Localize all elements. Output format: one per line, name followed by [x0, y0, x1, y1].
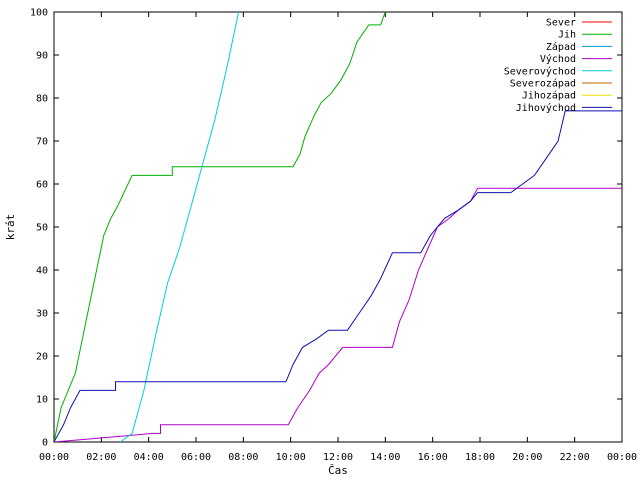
y-axis-title: krát [4, 214, 17, 241]
x-axis-title: Čas [328, 464, 348, 477]
x-tick-label: 02:00 [86, 452, 116, 463]
x-tick-label: 12:00 [323, 452, 353, 463]
x-axis: 00:00 02:00 04:00 06:00 08:00 10:00 12:00 14:00… [39, 12, 637, 463]
legend-label: Sever [546, 18, 576, 29]
x-tick-label: 00:00 [39, 452, 69, 463]
y-axis: 0 10 20 30 40 50 60 70 80 90 100 [30, 8, 622, 449]
x-tick-label: 14:00 [370, 452, 400, 463]
legend-label: Severovýchod [504, 65, 576, 77]
y-tick-label: 50 [36, 223, 48, 234]
y-tick-label: 10 [36, 395, 48, 406]
y-tick-label: 0 [42, 438, 48, 449]
x-tick-label: 20:00 [512, 452, 542, 463]
y-tick-label: 60 [36, 180, 48, 191]
legend: SeverJihZápadVýchodSeverovýchodSeverozáp… [504, 18, 612, 114]
series-line-jih [54, 12, 386, 442]
y-tick-label: 90 [36, 51, 48, 62]
y-tick-label: 40 [36, 266, 48, 277]
x-tick-label: 22:00 [560, 452, 590, 463]
legend-label: Jih [558, 30, 576, 41]
x-tick-label: 04:00 [134, 452, 164, 463]
legend-label: Východ [540, 53, 576, 65]
y-tick-label: 80 [36, 94, 48, 105]
x-tick-label: 16:00 [418, 452, 448, 463]
legend-label: Západ [546, 41, 576, 53]
series-line-jihovýchod [54, 110, 622, 442]
legend-label: Jihovýchod [516, 102, 576, 114]
y-tick-label: 20 [36, 352, 48, 363]
x-tick-label: 18:00 [465, 452, 495, 463]
legend-label: Severozápad [510, 78, 576, 90]
x-tick-label: 10:00 [276, 452, 306, 463]
series-line-severovýchod [120, 12, 240, 442]
series-lines [54, 12, 622, 442]
y-tick-label: 100 [30, 8, 48, 19]
x-tick-label: 08:00 [228, 452, 258, 463]
x-tick-label: 00:00 [607, 452, 637, 463]
y-tick-label: 30 [36, 309, 48, 320]
x-tick-label: 06:00 [181, 452, 211, 463]
series-line-východ [54, 187, 622, 442]
legend-label: Jihozápad [522, 90, 576, 102]
y-tick-label: 70 [36, 137, 48, 148]
